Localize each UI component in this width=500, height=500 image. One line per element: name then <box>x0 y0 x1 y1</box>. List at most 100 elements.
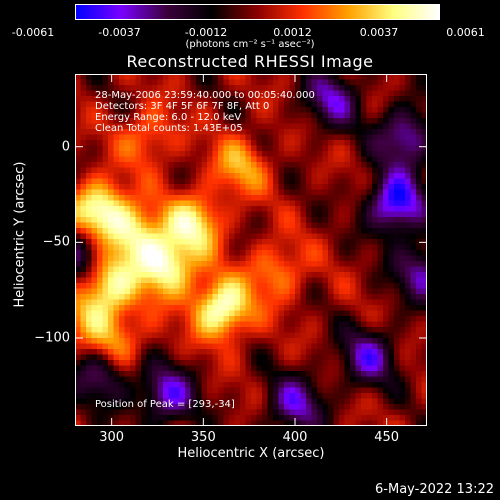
heatmap-cell <box>410 211 417 218</box>
heatmap-cell <box>174 387 180 394</box>
heatmap-cell <box>394 162 400 168</box>
heatmap-cell <box>113 266 120 273</box>
heatmap-cell <box>124 189 131 196</box>
heatmap-cell <box>267 228 274 234</box>
heatmap-cell <box>234 294 241 300</box>
heatmap-cell <box>383 261 389 267</box>
heatmap-cell <box>278 398 285 405</box>
heatmap-cell <box>212 393 219 399</box>
heatmap-cell <box>267 145 274 152</box>
heatmap-cell <box>399 393 406 399</box>
heatmap-cell <box>212 167 219 174</box>
heatmap-cell <box>289 338 296 344</box>
heatmap-cell <box>394 151 400 157</box>
heatmap-cell <box>179 90 186 97</box>
heatmap-cell <box>86 387 92 394</box>
heatmap-cell <box>377 387 384 394</box>
heatmap-cell <box>399 316 406 322</box>
heatmap-cell <box>102 332 109 339</box>
heatmap-cell <box>311 195 318 201</box>
heatmap-cell <box>130 217 136 223</box>
heatmap-cell <box>388 371 395 377</box>
heatmap-cell <box>256 409 263 416</box>
heatmap-cell <box>124 349 131 355</box>
heatmap-cell <box>185 151 191 157</box>
heatmap-cell <box>372 129 378 135</box>
heatmap-cell <box>251 310 257 317</box>
heatmap-cell <box>157 343 164 350</box>
heatmap-cell <box>240 96 246 102</box>
heatmap-cell <box>267 393 274 399</box>
heatmap-cell <box>405 393 411 399</box>
heatmap-cell <box>75 74 81 80</box>
heatmap-cell <box>421 310 427 317</box>
heatmap-cell <box>124 107 131 113</box>
heatmap-cell <box>245 343 252 350</box>
heatmap-cell <box>300 189 307 196</box>
heatmap-cell <box>262 283 268 289</box>
heatmap-cell <box>229 305 235 311</box>
heatmap-cell <box>372 327 378 333</box>
heatmap-cell <box>388 228 395 234</box>
heatmap-cell <box>130 327 136 333</box>
heatmap-cell <box>322 145 329 152</box>
heatmap-cell <box>388 283 395 289</box>
heatmap-cell <box>344 79 351 86</box>
heatmap-cell <box>113 398 120 405</box>
heatmap-cell <box>383 173 389 179</box>
heatmap-cell <box>141 156 147 163</box>
heatmap-cell <box>119 129 125 135</box>
heatmap-cell <box>163 332 169 339</box>
heatmap-cell <box>108 327 114 333</box>
heatmap-cell <box>229 129 235 135</box>
heatmap-cell <box>119 321 125 328</box>
heatmap-cell <box>339 74 345 80</box>
heatmap-cell <box>157 107 164 113</box>
heatmap-cell <box>355 162 362 168</box>
heatmap-cell <box>234 244 241 251</box>
heatmap-cell <box>234 354 241 361</box>
heatmap-cell <box>311 167 318 174</box>
heatmap-cell <box>196 90 202 97</box>
heatmap-cell <box>273 409 279 416</box>
heatmap-cell <box>328 338 334 344</box>
heatmap-cell <box>361 371 367 377</box>
heatmap-cell <box>289 112 296 119</box>
heatmap-cell <box>322 310 329 317</box>
heatmap-cell <box>119 145 125 152</box>
heatmap-cell <box>185 118 191 124</box>
heatmap-cell <box>267 343 274 350</box>
heatmap-cell <box>339 255 345 262</box>
heatmap-cell <box>146 206 153 212</box>
heatmap-cell <box>289 310 296 317</box>
heatmap-cell <box>405 222 411 229</box>
heatmap-cell <box>355 321 362 328</box>
heatmap-cell <box>361 404 367 410</box>
heatmap-cell <box>201 96 208 102</box>
heatmap-cell <box>185 123 191 130</box>
heatmap-cell <box>234 387 241 394</box>
heatmap-cell <box>333 299 340 306</box>
heatmap-cell <box>256 107 263 113</box>
heatmap-cell <box>410 316 417 322</box>
heatmap-cell <box>372 415 378 421</box>
heatmap-cell <box>80 140 87 146</box>
heatmap-cell <box>399 167 406 174</box>
heatmap-cell <box>234 360 241 366</box>
heatmap-cell <box>97 266 103 273</box>
heatmap-cell <box>152 266 158 273</box>
heatmap-cell <box>234 123 241 130</box>
heatmap-cell <box>383 327 389 333</box>
heatmap-cell <box>361 79 367 86</box>
heatmap-cell <box>284 409 290 416</box>
heatmap-cell <box>388 217 395 223</box>
heatmap-cell <box>212 354 219 361</box>
heatmap-cell <box>278 129 285 135</box>
heatmap-cell <box>102 96 109 102</box>
heatmap-cell <box>168 310 175 317</box>
heatmap-cell <box>168 404 175 410</box>
heatmap-cell <box>124 85 131 91</box>
heatmap-cell <box>152 244 158 251</box>
heatmap-cell <box>339 96 345 102</box>
heatmap-cell <box>185 299 191 306</box>
